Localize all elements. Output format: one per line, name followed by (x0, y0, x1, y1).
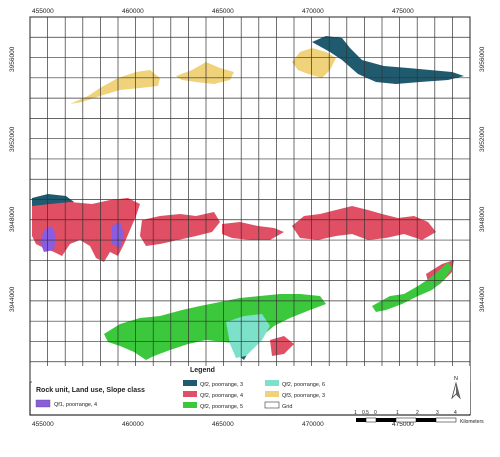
polygon-qf2-5-south (104, 294, 326, 360)
legend-title: Legend (190, 367, 215, 374)
polygon-qf2-4-mid (222, 222, 284, 240)
x-tick-label: 460000 (122, 421, 144, 428)
y-tick-label: 3944000 (9, 286, 16, 312)
x-tick-labels: 455000 460000 465000 470000 475000 45500… (32, 8, 414, 428)
x-tick-label: 475000 (392, 8, 414, 15)
legend-swatch-qf2-6 (265, 380, 279, 386)
scale-segment (365, 417, 377, 423)
legend-label: Qf2, poorrange, 5 (200, 404, 243, 410)
y-tick-label: 3956000 (9, 46, 16, 72)
y-tick-label: 3952000 (9, 126, 16, 152)
scale-label: 2 (416, 410, 419, 416)
scale-segment (416, 418, 436, 422)
polygon-qf2-4-east (292, 206, 436, 240)
polygon-qf3-mid (176, 62, 234, 84)
legend-swatch-qf1-4 (35, 399, 51, 408)
polygon-qf2-3-east (312, 36, 464, 84)
legend-swatch-grid (264, 401, 280, 409)
legend-background (32, 366, 470, 414)
scale-label: 3 (436, 410, 439, 416)
legend-label: Qf1, poorrange, 4 (54, 402, 97, 408)
polygon-qf2-4-west (32, 198, 140, 262)
x-tick-label: 465000 (212, 8, 234, 15)
legend-label: Qf2, poorrange, 6 (282, 382, 325, 388)
scale-segment (395, 417, 417, 423)
legend-label: Qf2, poorrange, 4 (200, 393, 243, 399)
north-arrow: N (451, 376, 461, 400)
scale-segment (376, 418, 396, 422)
scale-bar: 1 0.5 0 1 2 3 4 Kilometers (354, 410, 484, 425)
polygon-qf2-4-south (270, 336, 294, 356)
legend-label: Qf3, poorrange, 3 (282, 393, 325, 399)
scale-label: 0 (374, 410, 377, 416)
scale-label: 1 (396, 410, 399, 416)
polygon-qf3-east (292, 48, 336, 78)
x-tick-label: 455000 (32, 421, 54, 428)
legend-label: Grid (282, 404, 292, 410)
scale-label: 1 (354, 410, 357, 416)
map-polygons (32, 36, 464, 360)
y-tick-label: 3944000 (479, 286, 486, 312)
legend-subtitle: Rock unit, Land use, Slope class (36, 387, 145, 394)
x-tick-label: 470000 (302, 421, 324, 428)
legend-swatch-qf2-5 (183, 402, 197, 408)
scale-segment (435, 417, 457, 423)
legend-label: Qf2, poorrange, 3 (200, 382, 243, 388)
y-tick-label: 3956000 (479, 46, 486, 72)
scale-segment (356, 418, 366, 422)
x-tick-label: 460000 (122, 8, 144, 15)
y-tick-label: 3952000 (479, 126, 486, 152)
polygon-qf1-west (40, 226, 56, 252)
x-tick-label: 475000 (392, 421, 414, 428)
scale-label: 4 (454, 410, 457, 416)
north-label: N (454, 376, 458, 382)
x-tick-label: 455000 (32, 8, 54, 15)
scale-label: 0.5 (362, 410, 369, 416)
polygon-qf3-west (70, 70, 160, 104)
y-tick-label: 3948000 (479, 206, 486, 232)
north-arrow-shade (456, 383, 460, 398)
y-tick-label: 3948000 (9, 206, 16, 232)
legend-swatch-qf3-3 (265, 391, 279, 397)
legend-swatch-qf2-3 (183, 380, 197, 386)
y-tick-labels: 3956000 3952000 3948000 3944000 3956000 … (9, 46, 486, 312)
polygon-qf2-5-east (372, 262, 452, 312)
legend-swatch-qf2-4 (183, 391, 197, 397)
x-tick-label: 470000 (302, 8, 324, 15)
x-tick-label: 465000 (212, 421, 234, 428)
scale-unit: Kilometers (460, 419, 484, 425)
polygon-qf2-4-central (140, 212, 220, 246)
legend: Legend Rock unit, Land use, Slope class … (32, 366, 484, 425)
